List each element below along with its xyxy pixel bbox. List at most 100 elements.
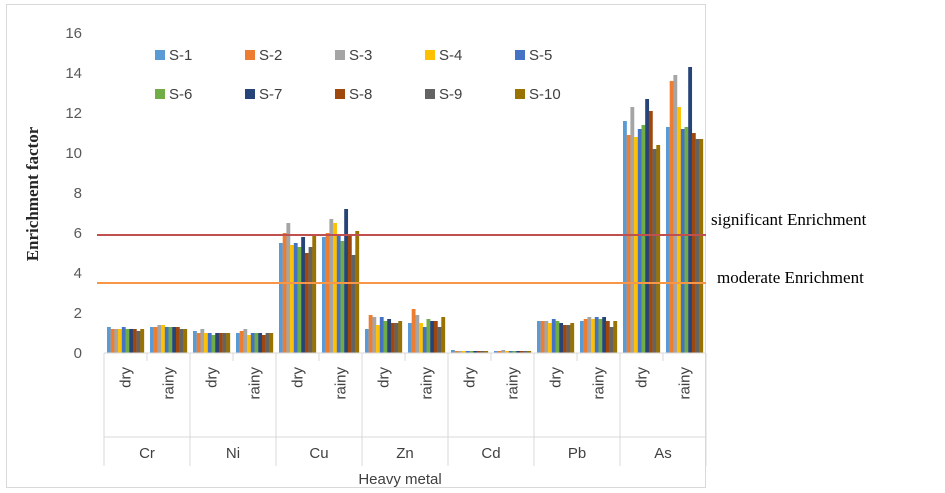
season-label: dry xyxy=(290,367,307,388)
season-label: dry xyxy=(548,367,565,388)
season-label: dry xyxy=(118,367,135,388)
bar xyxy=(236,333,240,353)
legend-entry: S-5 xyxy=(529,47,552,64)
bar xyxy=(261,335,266,353)
bar xyxy=(297,247,302,353)
bar xyxy=(183,329,188,353)
bar xyxy=(161,325,165,353)
bar xyxy=(415,315,420,353)
bar xyxy=(211,335,216,353)
metal-label: As xyxy=(654,445,672,462)
legend-entry: S-4 xyxy=(439,47,462,64)
bar xyxy=(118,329,122,353)
bar xyxy=(340,241,345,353)
bar xyxy=(465,351,470,353)
bar xyxy=(437,327,442,353)
bar xyxy=(695,139,700,353)
bar xyxy=(548,323,552,353)
bar xyxy=(691,133,696,353)
bar xyxy=(562,325,567,353)
legend-entry: S-8 xyxy=(349,86,372,103)
bar xyxy=(408,323,412,353)
bar xyxy=(204,333,208,353)
bar xyxy=(254,333,259,353)
y-axis-label: Enrichment factor xyxy=(23,126,42,261)
bar xyxy=(132,329,137,353)
bar xyxy=(634,137,638,353)
bar xyxy=(376,325,380,353)
bar xyxy=(505,351,509,353)
y-tick-label: 4 xyxy=(74,265,82,282)
legend-swatch xyxy=(515,50,525,60)
bar xyxy=(688,67,693,353)
bar xyxy=(243,329,248,353)
bar xyxy=(239,331,244,353)
bar xyxy=(512,351,517,353)
bar xyxy=(570,323,575,353)
bar xyxy=(508,351,513,353)
bar xyxy=(605,321,610,353)
x-axis: dry rainy dry rainy dry rainy dry rainy dry rainy… xyxy=(103,352,707,466)
x-axis-label: Heavy metal xyxy=(358,471,441,488)
bar xyxy=(125,329,130,353)
bar xyxy=(494,351,498,353)
bar xyxy=(394,323,399,353)
legend-swatch xyxy=(155,50,165,60)
season-label: rainy xyxy=(505,367,522,400)
bar xyxy=(140,329,145,353)
bar xyxy=(293,243,298,353)
metal-label: Cd xyxy=(481,445,500,462)
season-label: dry xyxy=(634,367,651,388)
season-label: dry xyxy=(204,367,221,388)
season-label: rainy xyxy=(247,367,264,400)
bar xyxy=(265,333,270,353)
bar xyxy=(684,127,689,353)
bar xyxy=(630,107,635,353)
bar xyxy=(476,351,481,353)
bar xyxy=(200,329,205,353)
bar xyxy=(497,351,502,353)
bar xyxy=(652,149,657,353)
bar xyxy=(555,321,560,353)
bar xyxy=(641,125,646,353)
bar xyxy=(454,351,459,353)
reference-line-label: moderate Enrichment xyxy=(717,268,864,287)
season-label: rainy xyxy=(677,367,694,400)
bar xyxy=(433,321,438,353)
bar xyxy=(269,333,274,353)
bar xyxy=(519,351,524,353)
bar xyxy=(656,145,661,353)
bar xyxy=(286,223,291,353)
bar xyxy=(637,129,642,353)
bar xyxy=(387,319,392,353)
bar xyxy=(129,329,134,353)
bar xyxy=(566,325,571,353)
bar xyxy=(441,317,446,353)
bar xyxy=(680,129,685,353)
bar xyxy=(250,333,255,353)
bar xyxy=(282,233,287,353)
bar xyxy=(677,107,681,353)
metal-label: Cu xyxy=(309,445,328,462)
bar xyxy=(480,351,485,353)
metal-label: Pb xyxy=(568,445,586,462)
bar xyxy=(422,327,427,353)
metal-label: Cr xyxy=(139,445,155,462)
bar xyxy=(390,323,395,353)
bar xyxy=(107,327,111,353)
legend-swatch xyxy=(515,89,525,99)
bar xyxy=(383,321,388,353)
bar xyxy=(540,321,545,353)
bar xyxy=(669,81,674,353)
bar xyxy=(587,317,592,353)
season-label: rainy xyxy=(161,367,178,400)
y-tick-label: 14 xyxy=(65,65,82,82)
bar xyxy=(379,317,384,353)
bar xyxy=(226,333,231,353)
bar xyxy=(308,247,313,353)
y-axis-ticks: 0 2 4 6 8 10 12 14 16 xyxy=(65,25,82,362)
bar xyxy=(602,317,607,353)
bar xyxy=(699,139,704,353)
legend-swatch xyxy=(245,89,255,99)
bar xyxy=(150,327,154,353)
